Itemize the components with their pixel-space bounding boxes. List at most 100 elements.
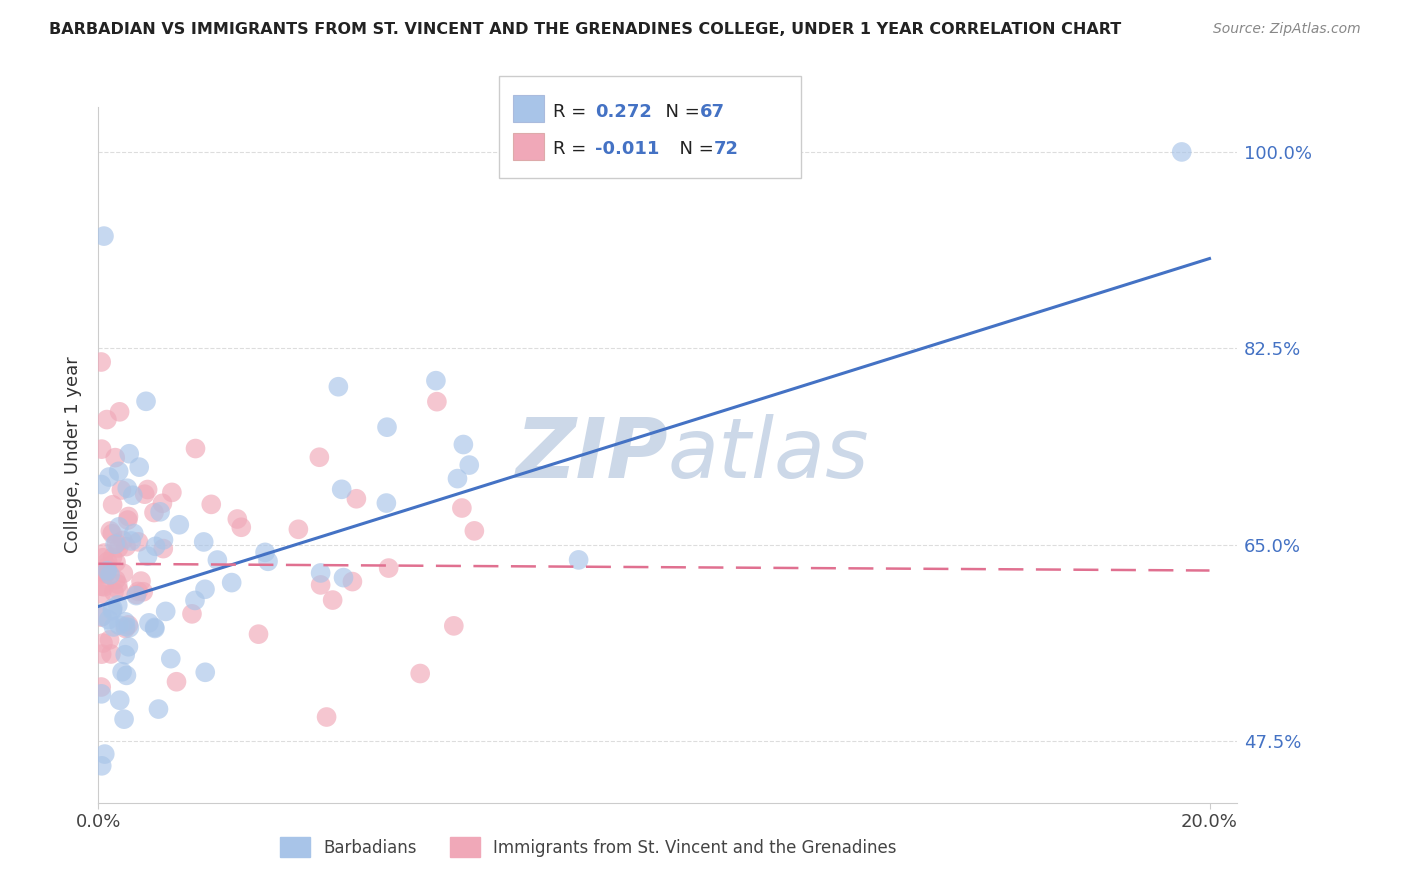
Text: ZIP: ZIP [515, 415, 668, 495]
Point [105, 536, 128, 550]
Point [231, 520, 253, 534]
Point [97, 613, 120, 627]
Point [108, 405, 131, 419]
Point [145, 539, 167, 553]
Point [107, 583, 129, 598]
Point [101, 550, 124, 565]
Point [111, 665, 134, 679]
Point [166, 674, 188, 689]
Point [118, 447, 141, 461]
Point [114, 648, 136, 662]
Point [118, 621, 141, 635]
Point [96, 564, 118, 578]
Point [97, 555, 120, 569]
Point [193, 535, 215, 549]
Point [90, 610, 112, 624]
Point [98, 524, 121, 538]
Point [103, 585, 125, 599]
Point [152, 496, 174, 510]
Point [114, 615, 136, 629]
Point [112, 712, 135, 726]
Point [117, 618, 139, 632]
Point [149, 505, 172, 519]
Point [114, 621, 136, 635]
Point [328, 380, 350, 394]
Point [107, 598, 129, 612]
Text: N =: N = [654, 103, 706, 120]
Point [96, 412, 118, 426]
Point [101, 603, 124, 617]
Point [315, 710, 337, 724]
Point [322, 593, 344, 607]
Point [107, 464, 129, 478]
Text: 67: 67 [700, 103, 725, 120]
Point [308, 450, 330, 465]
Point [136, 549, 159, 563]
Point [287, 522, 309, 536]
Point [426, 394, 449, 409]
Point [117, 640, 139, 654]
Point [108, 520, 131, 534]
Point [159, 651, 181, 665]
Point [117, 509, 139, 524]
Point [100, 647, 122, 661]
Point [184, 442, 207, 456]
Point [226, 512, 249, 526]
Point [169, 517, 191, 532]
Point [443, 619, 465, 633]
Point [134, 487, 156, 501]
Point [155, 604, 177, 618]
Point [194, 665, 217, 680]
Point [117, 513, 139, 527]
Point [143, 620, 166, 634]
Point [409, 666, 432, 681]
Point [375, 496, 398, 510]
Point [330, 483, 353, 497]
Point [110, 483, 132, 497]
Point [125, 589, 148, 603]
Point [135, 394, 157, 409]
Point [143, 506, 166, 520]
Point [207, 553, 229, 567]
Point [425, 374, 447, 388]
Point [94, 566, 117, 581]
Point [90, 477, 112, 491]
Text: 0.272: 0.272 [595, 103, 651, 120]
Point [101, 526, 124, 541]
Point [377, 561, 399, 575]
Point [90, 355, 112, 369]
Point [446, 472, 468, 486]
Point [90, 647, 112, 661]
Point [332, 571, 354, 585]
Point [115, 540, 138, 554]
Point [93, 580, 115, 594]
Point [90, 587, 112, 601]
Text: R =: R = [553, 140, 592, 158]
Point [90, 759, 112, 773]
Point [112, 566, 135, 581]
Point [152, 533, 174, 547]
Point [221, 575, 243, 590]
Point [104, 450, 127, 465]
Point [104, 537, 127, 551]
Point [91, 609, 114, 624]
Point [90, 442, 112, 457]
Point [104, 573, 127, 587]
Text: 72: 72 [714, 140, 740, 158]
Point [94, 747, 117, 761]
Point [132, 584, 155, 599]
Point [125, 587, 148, 601]
Point [451, 501, 474, 516]
Point [148, 702, 170, 716]
Point [463, 524, 485, 538]
Point [121, 488, 143, 502]
Point [101, 498, 124, 512]
Point [247, 627, 270, 641]
Point [127, 584, 149, 599]
Point [309, 578, 332, 592]
Point [453, 437, 475, 451]
Point [194, 582, 217, 597]
Point [254, 545, 277, 559]
Point [108, 618, 131, 632]
Text: R =: R = [553, 103, 592, 120]
